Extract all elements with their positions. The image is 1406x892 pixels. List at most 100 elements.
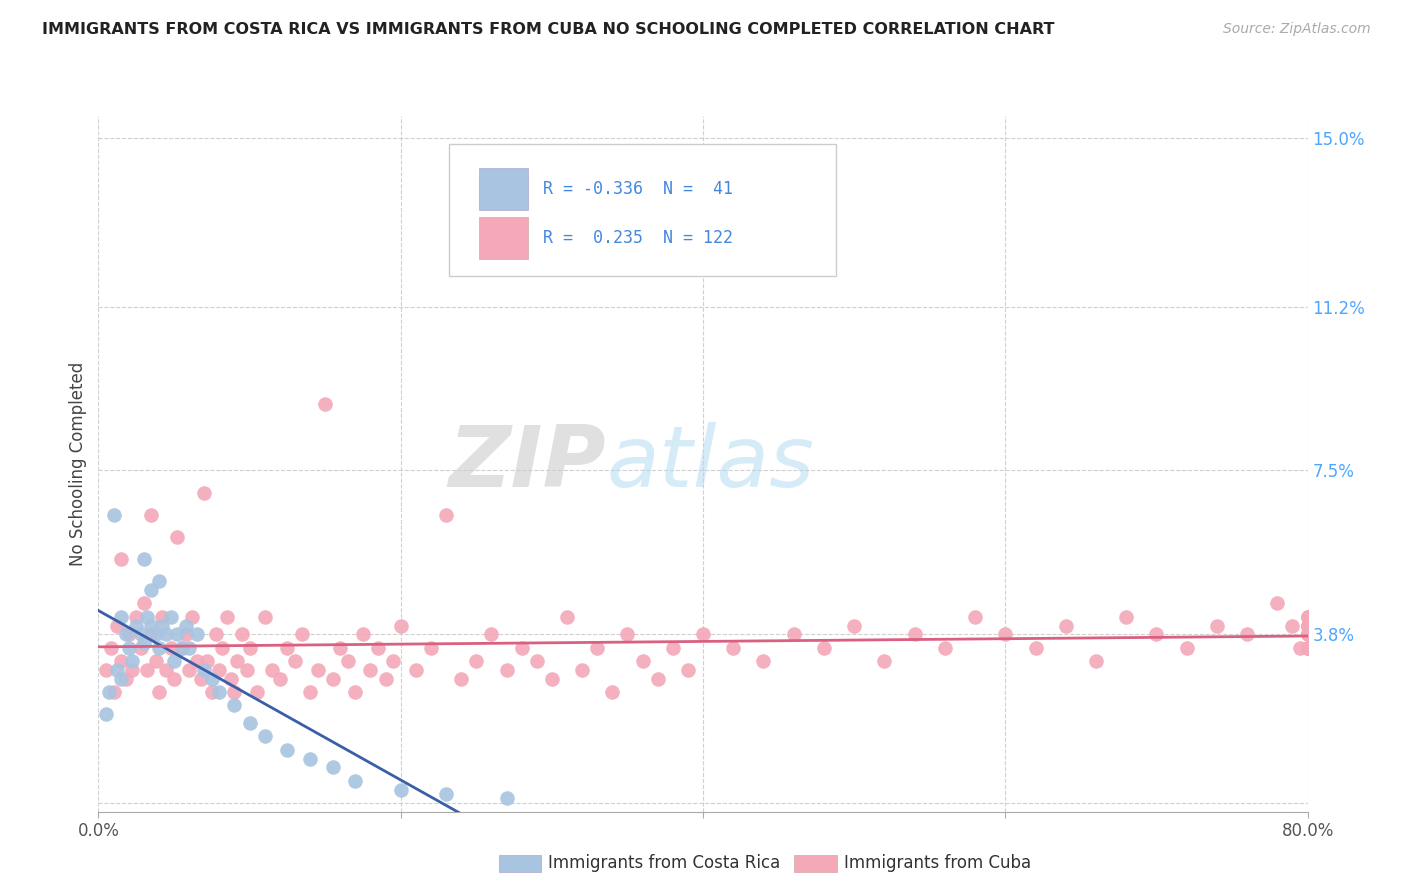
Point bbox=[170, 640, 193, 655]
Point bbox=[352, 627, 374, 641]
Point bbox=[1296, 627, 1319, 641]
Point bbox=[201, 672, 224, 686]
Point bbox=[163, 672, 186, 686]
Point bbox=[179, 640, 201, 655]
Point bbox=[150, 618, 173, 632]
Point bbox=[110, 552, 132, 566]
Point bbox=[602, 685, 624, 699]
Point bbox=[647, 672, 669, 686]
Point bbox=[1296, 640, 1319, 655]
Point bbox=[193, 663, 215, 677]
Text: Immigrants from Costa Rica: Immigrants from Costa Rica bbox=[548, 855, 780, 872]
Point bbox=[1296, 640, 1319, 655]
Point bbox=[382, 654, 405, 668]
Point bbox=[1144, 627, 1167, 641]
FancyBboxPatch shape bbox=[449, 144, 837, 276]
Point bbox=[195, 654, 218, 668]
Point bbox=[1296, 618, 1319, 632]
Point bbox=[420, 640, 443, 655]
Point bbox=[166, 627, 188, 641]
Point bbox=[208, 685, 231, 699]
Point bbox=[965, 609, 987, 624]
Point bbox=[322, 672, 344, 686]
Point bbox=[692, 627, 714, 641]
Point bbox=[329, 640, 352, 655]
Point bbox=[246, 685, 269, 699]
Point bbox=[262, 663, 284, 677]
Text: Immigrants from Cuba: Immigrants from Cuba bbox=[844, 855, 1031, 872]
Point bbox=[125, 609, 148, 624]
Point bbox=[1206, 618, 1229, 632]
Point bbox=[224, 685, 246, 699]
Point bbox=[132, 636, 155, 650]
Point bbox=[132, 552, 155, 566]
Point bbox=[322, 760, 344, 774]
Point bbox=[276, 742, 298, 756]
Point bbox=[813, 640, 835, 655]
Point bbox=[179, 663, 201, 677]
Point bbox=[181, 609, 204, 624]
Point bbox=[723, 640, 745, 655]
Point bbox=[844, 618, 866, 632]
Point bbox=[150, 609, 173, 624]
Point bbox=[374, 672, 396, 686]
Point bbox=[360, 663, 382, 677]
Point bbox=[495, 663, 517, 677]
Point bbox=[186, 654, 208, 668]
Point bbox=[1296, 609, 1319, 624]
Point bbox=[284, 654, 307, 668]
Point bbox=[526, 654, 548, 668]
Point bbox=[450, 672, 472, 686]
Point bbox=[224, 698, 246, 713]
Point bbox=[1296, 627, 1319, 641]
Point bbox=[752, 654, 775, 668]
Point bbox=[208, 663, 231, 677]
Point bbox=[148, 685, 170, 699]
Point bbox=[631, 654, 654, 668]
Text: Source: ZipAtlas.com: Source: ZipAtlas.com bbox=[1223, 22, 1371, 37]
Point bbox=[239, 716, 262, 731]
Point bbox=[1054, 618, 1077, 632]
Point bbox=[155, 663, 177, 677]
Point bbox=[276, 640, 298, 655]
Point bbox=[239, 640, 262, 655]
Point bbox=[1085, 654, 1108, 668]
Bar bbox=[479, 217, 527, 259]
Point bbox=[160, 609, 183, 624]
Point bbox=[571, 663, 593, 677]
Point bbox=[201, 685, 224, 699]
Point bbox=[1296, 618, 1319, 632]
Point bbox=[1296, 618, 1319, 632]
Point bbox=[934, 640, 956, 655]
Point bbox=[873, 654, 896, 668]
Point bbox=[540, 672, 562, 686]
Point bbox=[132, 596, 155, 610]
Point bbox=[314, 397, 336, 411]
Point bbox=[114, 672, 136, 686]
Point bbox=[1024, 640, 1046, 655]
Point bbox=[269, 672, 291, 686]
Point bbox=[465, 654, 488, 668]
Point bbox=[676, 663, 699, 677]
Point bbox=[205, 627, 228, 641]
Point bbox=[344, 773, 367, 788]
Point bbox=[145, 654, 167, 668]
Point bbox=[662, 640, 685, 655]
Point bbox=[253, 609, 276, 624]
Point bbox=[904, 627, 927, 641]
Point bbox=[1296, 627, 1319, 641]
Point bbox=[190, 672, 212, 686]
Point bbox=[299, 685, 322, 699]
Point bbox=[367, 640, 389, 655]
Point bbox=[1296, 627, 1319, 641]
Point bbox=[253, 730, 276, 744]
Point bbox=[114, 627, 136, 641]
Point bbox=[170, 640, 193, 655]
Point bbox=[994, 627, 1017, 641]
Point bbox=[1296, 640, 1319, 655]
Point bbox=[105, 618, 128, 632]
Point bbox=[94, 663, 117, 677]
Point bbox=[291, 627, 314, 641]
Point bbox=[481, 627, 503, 641]
Text: R =  0.235  N = 122: R = 0.235 N = 122 bbox=[543, 228, 734, 247]
